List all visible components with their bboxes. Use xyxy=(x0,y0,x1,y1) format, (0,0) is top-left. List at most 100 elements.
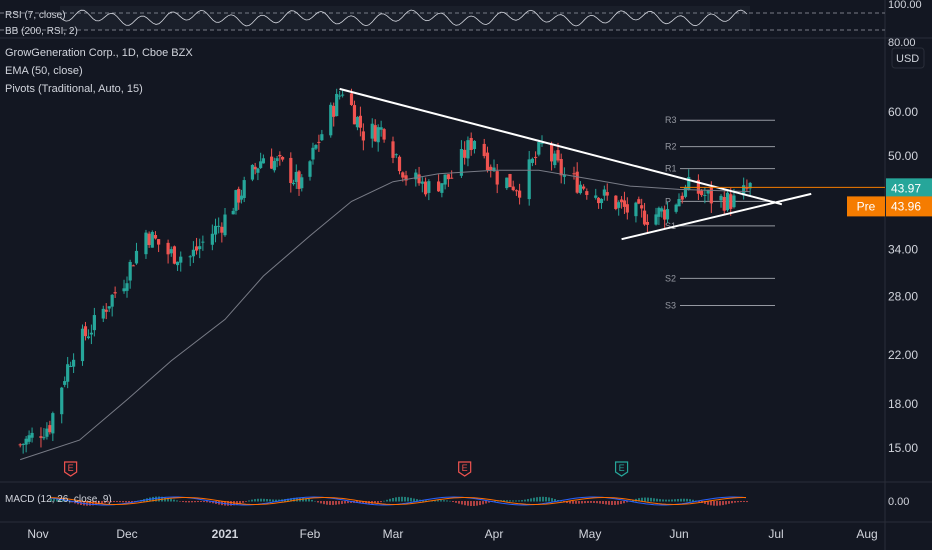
macd-bar xyxy=(197,501,199,503)
candle-body xyxy=(572,173,576,175)
candle-body xyxy=(427,181,431,193)
macd-bar xyxy=(560,500,562,502)
candle xyxy=(308,160,312,181)
candle-body xyxy=(220,226,224,233)
candle xyxy=(335,88,339,117)
candle xyxy=(645,214,650,233)
candle xyxy=(674,203,678,214)
candle xyxy=(437,174,441,192)
candle xyxy=(270,148,274,169)
macd-bar xyxy=(683,498,685,502)
macd-bar xyxy=(377,501,379,503)
candle-body xyxy=(703,194,707,196)
candle xyxy=(60,386,64,424)
candle xyxy=(605,183,609,201)
candle-body xyxy=(518,190,522,198)
candle xyxy=(391,136,395,164)
macd-bar xyxy=(719,501,721,506)
macd-bar xyxy=(578,501,580,504)
candle xyxy=(654,207,658,226)
candle-body xyxy=(80,328,85,362)
candle-body xyxy=(556,150,560,161)
y-tick-label: 28.00 xyxy=(888,290,918,304)
macd-bar xyxy=(458,501,460,504)
candle-body xyxy=(175,261,180,266)
macd-bar xyxy=(614,501,616,505)
candle xyxy=(42,428,46,441)
candle-body xyxy=(489,166,493,171)
candle xyxy=(80,324,85,366)
candle-body xyxy=(437,181,441,192)
ema-path xyxy=(20,169,751,461)
bb-label[interactable]: BB (200, RSI, 2) xyxy=(5,26,78,37)
macd-bar xyxy=(698,501,700,502)
candle-body xyxy=(599,198,604,204)
macd-bar xyxy=(158,496,160,502)
candle xyxy=(69,361,73,368)
macd-bar xyxy=(245,501,247,502)
candle xyxy=(250,164,255,182)
macd-bar xyxy=(125,501,127,503)
ema-line xyxy=(20,169,751,461)
macd-bar xyxy=(689,499,691,502)
macd-bar xyxy=(104,501,106,503)
candle xyxy=(261,154,265,164)
candle-body xyxy=(508,174,512,188)
candle xyxy=(495,163,499,194)
macd-bar xyxy=(488,501,490,503)
macd-bar xyxy=(551,498,553,502)
rsi-label[interactable]: RSI (7, close) xyxy=(5,10,66,21)
macd-bar xyxy=(308,499,310,502)
macd-bar xyxy=(176,500,178,502)
svg-text:E: E xyxy=(462,463,468,473)
candle xyxy=(719,194,723,208)
candle xyxy=(169,246,173,257)
candle xyxy=(505,177,509,190)
candle xyxy=(602,185,606,201)
earnings-marker[interactable]: E xyxy=(614,461,629,477)
candle-body xyxy=(144,232,148,255)
macd-bar xyxy=(170,498,172,502)
candle xyxy=(63,376,67,388)
candle xyxy=(637,196,641,205)
candle xyxy=(530,157,534,167)
candle xyxy=(729,188,733,216)
candle-body xyxy=(275,158,279,162)
candle xyxy=(585,188,589,200)
macd-bar xyxy=(569,501,571,504)
macd-bar xyxy=(113,501,115,502)
macd-bar xyxy=(122,501,124,503)
macd-bar xyxy=(608,501,610,505)
earnings-marker[interactable]: E xyxy=(64,461,78,477)
candle xyxy=(660,206,664,218)
macd-bar xyxy=(320,501,322,504)
candle-body xyxy=(311,147,315,160)
macd-bar xyxy=(740,501,742,503)
candle xyxy=(147,231,151,248)
candle-body xyxy=(92,315,96,331)
candle xyxy=(420,177,424,193)
candle xyxy=(518,183,522,205)
macd-bar xyxy=(416,499,418,502)
candle-body xyxy=(423,181,428,195)
candle xyxy=(223,208,227,237)
macd-label[interactable]: MACD (12, 26, close, 9) xyxy=(5,494,112,505)
macd-bar xyxy=(383,500,385,502)
candle-body xyxy=(617,202,621,208)
macd-bar xyxy=(422,500,424,502)
macd-bar xyxy=(617,501,619,505)
candle-body xyxy=(294,171,298,182)
macd-bar xyxy=(587,501,589,503)
candle xyxy=(86,329,91,340)
macd-bar xyxy=(506,500,508,502)
candle-body xyxy=(332,105,336,117)
y-tick-label: 15.00 xyxy=(888,441,918,455)
ema-legend[interactable]: EMA (50, close) xyxy=(5,65,83,77)
symbol-title[interactable]: GrowGeneration Corp., 1D, Cboe BZX xyxy=(5,47,193,59)
macd-bar xyxy=(716,501,718,506)
macd-bar xyxy=(671,499,673,502)
candle-body xyxy=(578,184,582,194)
earnings-marker[interactable]: E xyxy=(458,461,472,477)
candle-body xyxy=(622,200,627,207)
pivots-legend[interactable]: Pivots (Traditional, Auto, 15) xyxy=(5,83,143,95)
